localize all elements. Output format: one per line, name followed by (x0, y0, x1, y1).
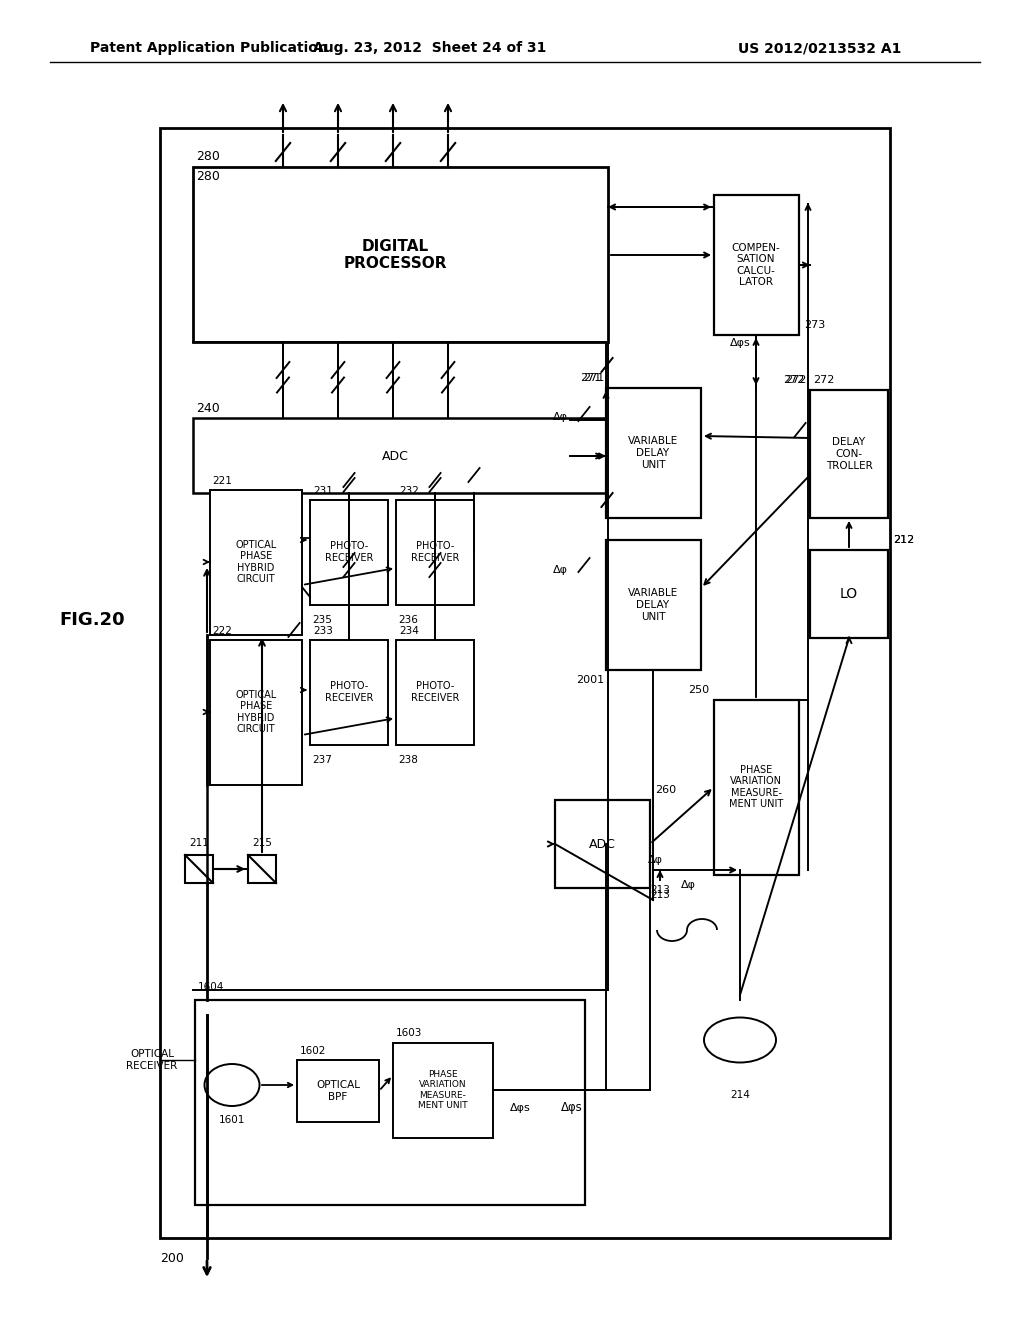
Bar (810, 389, 888, 517)
Bar (297, 1060, 379, 1122)
Text: US 2012/0213532 A1: US 2012/0213532 A1 (738, 41, 902, 55)
Text: 271: 271 (580, 374, 601, 383)
Bar (210, 490, 302, 635)
Text: PHOTO-
RECEIVER: PHOTO- RECEIVER (325, 541, 373, 562)
Text: 221: 221 (212, 477, 231, 486)
Bar (396, 640, 474, 744)
Bar (193, 418, 608, 492)
Text: 212: 212 (893, 535, 914, 545)
Text: 240: 240 (196, 403, 220, 414)
Bar (555, 800, 650, 888)
Text: ADC: ADC (382, 450, 409, 462)
Text: 212: 212 (893, 535, 914, 545)
Bar (248, 855, 276, 883)
Bar (310, 640, 388, 744)
Text: Δφ: Δφ (553, 412, 568, 422)
Bar (193, 168, 608, 342)
Bar (714, 195, 799, 335)
Text: 237: 237 (312, 755, 332, 766)
Text: 271: 271 (583, 374, 604, 383)
Text: PHOTO-
RECEIVER: PHOTO- RECEIVER (411, 541, 459, 562)
Text: 2001: 2001 (575, 675, 604, 685)
Text: 260: 260 (655, 785, 676, 795)
Text: Δφs: Δφs (510, 1104, 530, 1113)
Text: 272: 272 (813, 375, 835, 385)
Ellipse shape (705, 1018, 776, 1063)
Text: 280: 280 (196, 170, 220, 183)
Bar (606, 540, 701, 671)
Text: 213: 213 (650, 890, 670, 900)
Text: 211: 211 (189, 838, 209, 847)
Text: Δφ: Δφ (647, 855, 663, 865)
Text: Δφ: Δφ (553, 565, 568, 576)
Text: 1603: 1603 (396, 1028, 422, 1038)
Bar (606, 388, 701, 517)
Text: Δφs: Δφs (730, 338, 751, 348)
Text: Patent Application Publication: Patent Application Publication (90, 41, 328, 55)
Text: 280: 280 (196, 150, 220, 162)
Text: DELAY
CON-
TROLLER: DELAY CON- TROLLER (825, 437, 872, 471)
Text: LO: LO (840, 587, 858, 601)
Text: 1604: 1604 (198, 982, 224, 993)
Text: OPTICAL
RECEIVER: OPTICAL RECEIVER (126, 1049, 177, 1071)
Text: PHASE
VARIATION
MEASURE-
MENT UNIT: PHASE VARIATION MEASURE- MENT UNIT (729, 764, 783, 809)
Text: 200: 200 (160, 1251, 184, 1265)
Bar (185, 855, 213, 883)
Text: Δφs: Δφs (561, 1101, 583, 1114)
Bar (714, 700, 799, 875)
Text: PHOTO-
RECEIVER: PHOTO- RECEIVER (325, 681, 373, 702)
Text: VARIABLE
DELAY
UNIT: VARIABLE DELAY UNIT (628, 589, 678, 622)
Text: 222: 222 (212, 626, 231, 636)
Text: FIG.20: FIG.20 (59, 611, 125, 630)
Text: 232: 232 (399, 486, 419, 496)
Text: 1601: 1601 (219, 1115, 245, 1125)
Text: PHASE
VARIATION
MEASURE-
MENT UNIT: PHASE VARIATION MEASURE- MENT UNIT (418, 1071, 468, 1110)
Text: 250: 250 (688, 685, 709, 696)
Text: OPTICAL
PHASE
HYBRID
CIRCUIT: OPTICAL PHASE HYBRID CIRCUIT (236, 540, 276, 585)
Bar (210, 640, 302, 785)
Bar (393, 1043, 493, 1138)
Text: 1602: 1602 (300, 1045, 327, 1056)
Text: 234: 234 (399, 626, 419, 636)
Text: 273: 273 (804, 319, 825, 330)
Text: OPTICAL
PHASE
HYBRID
CIRCUIT: OPTICAL PHASE HYBRID CIRCUIT (236, 689, 276, 734)
Text: 272: 272 (783, 375, 805, 385)
Text: 214: 214 (730, 1090, 750, 1100)
Text: PHOTO-
RECEIVER: PHOTO- RECEIVER (411, 681, 459, 702)
Bar (810, 550, 888, 638)
Text: Aug. 23, 2012  Sheet 24 of 31: Aug. 23, 2012 Sheet 24 of 31 (313, 41, 547, 55)
Text: COMPEN-
SATION
CALCU-
LATOR: COMPEN- SATION CALCU- LATOR (731, 243, 780, 288)
Text: 233: 233 (313, 626, 333, 636)
Bar (160, 128, 890, 1238)
Text: 231: 231 (313, 486, 333, 496)
Bar (396, 500, 474, 605)
Bar (195, 1001, 585, 1205)
Text: 236: 236 (398, 615, 418, 624)
Text: VARIABLE
DELAY
UNIT: VARIABLE DELAY UNIT (628, 437, 678, 470)
Ellipse shape (205, 1064, 259, 1106)
Text: 235: 235 (312, 615, 332, 624)
Text: 238: 238 (398, 755, 418, 766)
Text: ADC: ADC (589, 837, 615, 850)
Bar (310, 500, 388, 605)
Text: 213: 213 (650, 884, 670, 895)
Text: DIGITAL
PROCESSOR: DIGITAL PROCESSOR (343, 239, 446, 271)
Text: 215: 215 (252, 838, 272, 847)
Text: OPTICAL
BPF: OPTICAL BPF (316, 1080, 360, 1102)
Text: 272: 272 (785, 375, 807, 385)
Text: Δφ: Δφ (681, 880, 695, 890)
